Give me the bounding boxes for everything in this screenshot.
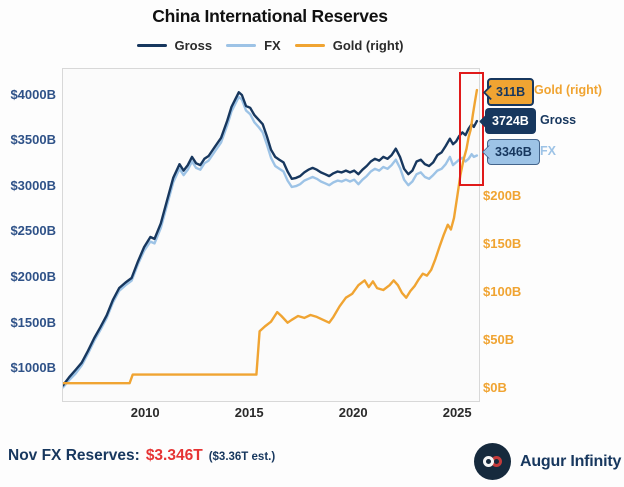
badge-arrow-icon <box>481 144 497 160</box>
x-axis-tick-2020: 2020 <box>338 405 368 420</box>
legend-item-gold: Gold (right) <box>294 38 404 53</box>
series-line-gold <box>63 88 479 385</box>
fx-value-badge: 3346B <box>481 139 540 165</box>
footer-note: Nov FX Reserves: $3.346T ($3.36T est.) <box>8 447 275 465</box>
y-axis-left-tick-3000: $3000B <box>10 177 56 193</box>
augur-infinity-logo-icon <box>474 443 511 480</box>
y-axis-right-tick-50: $50B <box>483 331 515 347</box>
highlight-box <box>459 72 484 186</box>
plot-area <box>62 68 480 402</box>
y-axis-left-tick-1500: $1500B <box>10 314 56 330</box>
x-axis-tick-2015: 2015 <box>234 405 264 420</box>
y-axis-right-tick-100: $100B <box>483 283 522 299</box>
gold-line-swatch-icon <box>294 44 325 47</box>
fx-badge-label: FX <box>540 144 556 158</box>
y-axis-left-tick-3500: $3500B <box>10 132 56 148</box>
gross-line-swatch-icon <box>136 44 167 47</box>
gross-value-badge: 3724B <box>479 108 536 134</box>
footer-prefix: Nov FX Reserves: <box>8 447 140 464</box>
chart-title: China International Reserves <box>152 6 388 26</box>
gold-value-badge: 311B <box>482 78 535 106</box>
y-axis-left-tick-4000: $4000B <box>10 86 56 102</box>
fx-line-swatch-icon <box>226 44 257 47</box>
y-axis-right-tick-200: $200B <box>483 187 522 203</box>
brand-name: Augur Infinity <box>520 452 622 470</box>
series-plot-svg <box>63 88 479 389</box>
gross-value: 3724B <box>492 114 529 128</box>
y-axis-left-tick-2000: $2000B <box>10 269 56 284</box>
infinity-left-loop-icon <box>483 456 494 467</box>
y-axis-right-tick-150: $150B <box>483 235 522 251</box>
fx-value: 3346B <box>495 145 532 159</box>
legend-label-gross: Gross <box>174 38 213 53</box>
gold-value: 311B <box>496 85 526 99</box>
y-axis-left-tick-2500: $2500B <box>10 223 56 239</box>
series-line-fx <box>63 95 479 389</box>
y-axis-right-tick-0: $0B <box>483 379 507 395</box>
footer-estimate: ($3.36T est.) <box>208 451 276 463</box>
legend-label-fx: FX <box>264 38 281 53</box>
legend-item-fx: FX <box>226 38 281 53</box>
footer-fx-value: $3.346T <box>145 447 203 464</box>
gold-badge-label: Gold (right) <box>534 83 603 97</box>
x-axis-tick-2025: 2025 <box>442 405 472 420</box>
chart-legend: Gross FX Gold (right) <box>62 38 478 53</box>
x-axis-tick-2010: 2010 <box>130 405 160 420</box>
gross-badge-label: Gross <box>540 113 577 127</box>
y-axis-left-tick-1000: $1000B <box>10 360 56 376</box>
series-line-gross <box>63 91 479 387</box>
legend-item-gross: Gross <box>136 38 213 53</box>
brand: Augur Infinity <box>474 443 621 480</box>
legend-label-gold: Gold (right) <box>332 38 404 53</box>
